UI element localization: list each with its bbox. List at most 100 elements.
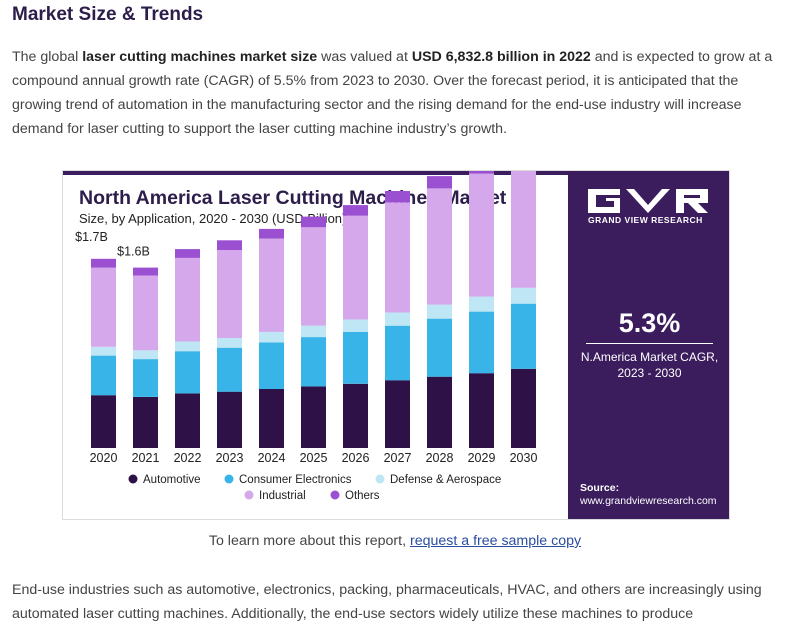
intro-text-1: The global — [12, 49, 83, 65]
chart-card: North America Laser Cutting Machines Mar… — [62, 170, 730, 520]
section-heading: Market Size & Trends — [12, 4, 204, 25]
grand-view-research-logo-icon — [588, 189, 708, 213]
bar-2021-industrial — [133, 275, 158, 351]
x-tick-label: 2024 — [258, 451, 286, 465]
x-tick-label: 2020 — [90, 451, 118, 465]
bar-2029-defense-aerospace — [469, 296, 494, 312]
x-tick-label: 2023 — [216, 451, 244, 465]
bar-2030-industrial — [511, 171, 536, 288]
learn-more-line: To learn more about this report, request… — [0, 533, 790, 549]
bar-2030-defense-aerospace — [511, 287, 536, 304]
x-tick-label: 2029 — [468, 451, 496, 465]
bar-2029-automotive — [469, 373, 494, 448]
legend-label: Others — [345, 490, 380, 502]
bar-2027-others — [385, 191, 410, 203]
bar-2024-industrial — [259, 238, 284, 332]
intro-bold-1: laser cutting machines market size — [82, 49, 318, 65]
source-note: Source: www.grandviewresearch.com — [580, 482, 717, 508]
bar-2020-consumer-electronics — [91, 355, 116, 396]
bar-2028-automotive — [427, 376, 452, 448]
bar-2030-automotive — [511, 368, 536, 448]
cagr-value: 5.3% — [618, 308, 681, 338]
intro-paragraph: The global laser cutting machines market… — [12, 45, 780, 141]
intro-text-2: was valued at — [317, 49, 412, 65]
bar-2020-automotive — [91, 395, 116, 448]
bar-2028-industrial — [427, 188, 452, 305]
bar-2022-others — [175, 249, 200, 258]
legend-label: Defense & Aerospace — [390, 474, 501, 486]
bar-2025-industrial — [301, 227, 326, 326]
bar-2027-consumer-electronics — [385, 325, 410, 381]
bar-2021-automotive — [133, 397, 158, 448]
x-tick-label: 2022 — [174, 451, 202, 465]
bar-2026-industrial — [343, 215, 368, 320]
bar-2022-automotive — [175, 393, 200, 448]
card-top-border — [63, 171, 568, 175]
source-label: Source: — [580, 482, 620, 494]
bar-2029-industrial — [469, 173, 494, 297]
bar-2029-others — [469, 171, 494, 174]
bar-2023-industrial — [217, 250, 242, 338]
bar-2027-industrial — [385, 202, 410, 313]
bar-2023-others — [217, 240, 242, 250]
data-label: $1.6B — [117, 245, 150, 259]
bar-2025-defense-aerospace — [301, 325, 326, 338]
bar-2027-automotive — [385, 380, 410, 448]
brand-panel: GRAND VIEW RESEARCH 5.3% N.America Marke… — [568, 171, 729, 519]
bar-2025-others — [301, 216, 326, 228]
bar-2022-industrial — [175, 257, 200, 342]
cagr-label: N.America Market CAGR, 2023 - 2030 — [568, 349, 729, 381]
bar-2020-others — [91, 258, 116, 268]
bar-2026-defense-aerospace — [343, 319, 368, 332]
legend-swatch — [375, 474, 385, 484]
bar-2027-defense-aerospace — [385, 312, 410, 326]
x-tick-label: 2021 — [132, 451, 160, 465]
bar-2020-industrial — [91, 267, 116, 347]
bar-2026-automotive — [343, 383, 368, 448]
chart-subtitle: Size, by Application, 2020 - 2030 (USD B… — [79, 211, 347, 226]
bar-2021-consumer-electronics — [133, 359, 158, 397]
logo-text: GRAND VIEW RESEARCH — [588, 215, 703, 225]
source-url: www.grandviewresearch.com — [580, 495, 717, 507]
bar-2023-defense-aerospace — [217, 338, 242, 348]
legend-swatch — [330, 490, 340, 500]
legend-label: Consumer Electronics — [239, 474, 352, 486]
bar-2030-consumer-electronics — [511, 303, 536, 369]
bar-2021-defense-aerospace — [133, 350, 158, 360]
bar-2024-defense-aerospace — [259, 331, 284, 343]
bar-2022-consumer-electronics — [175, 351, 200, 394]
bar-2026-others — [343, 205, 368, 216]
bar-2022-defense-aerospace — [175, 341, 200, 352]
bar-2024-automotive — [259, 389, 284, 448]
bar-2021-others — [133, 267, 158, 276]
x-tick-label: 2030 — [510, 451, 538, 465]
learn-more-text: To learn more about this report, — [208, 533, 410, 549]
body-paragraph: End-use industries such as automotive, e… — [12, 582, 762, 622]
legend-swatch — [224, 474, 234, 484]
bar-2024-consumer-electronics — [259, 342, 284, 389]
intro-bold-2: USD 6,832.8 billion in 2022 — [411, 49, 591, 65]
sample-copy-link[interactable]: request a free sample copy — [409, 533, 582, 549]
bar-2024-others — [259, 228, 284, 239]
intro-text-3: and is expected to grow at a compound an… — [12, 49, 773, 137]
bar-chart: 2020 $1.7B 2021 $1.6B 2022 2023 2024 2025 2026 20… — [75, 171, 538, 502]
x-tick-label: 2025 — [300, 451, 328, 465]
legend-swatch — [244, 490, 254, 500]
bar-2025-consumer-electronics — [301, 337, 326, 387]
bar-2026-consumer-electronics — [343, 331, 368, 384]
bar-2023-automotive — [217, 391, 242, 448]
data-label: $1.7B — [75, 230, 108, 244]
x-tick-label: 2027 — [384, 451, 412, 465]
bar-2028-defense-aerospace — [427, 304, 452, 319]
bar-2023-consumer-electronics — [217, 347, 242, 392]
cagr-label-line1: N.America Market CAGR, — [580, 350, 719, 364]
bar-2029-consumer-electronics — [469, 311, 494, 374]
x-tick-label: 2028 — [426, 451, 454, 465]
legend-label: Industrial — [259, 490, 306, 502]
bar-2028-others — [427, 176, 452, 189]
cagr-label-line2: 2023 - 2030 — [617, 366, 682, 380]
x-tick-label: 2026 — [342, 451, 370, 465]
cagr-divider — [586, 343, 713, 344]
legend-swatch — [128, 474, 138, 484]
legend-label: Automotive — [143, 474, 201, 486]
